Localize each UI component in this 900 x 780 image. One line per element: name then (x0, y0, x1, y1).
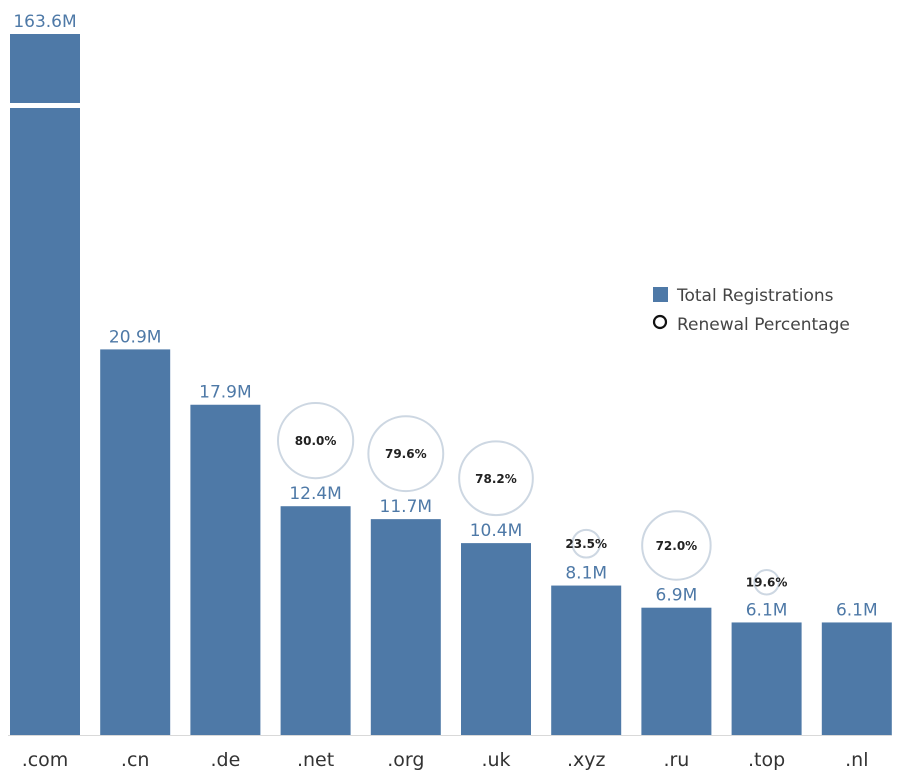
legend: Total Registrations Renewal Percentage (652, 286, 850, 335)
tick-label-ru: .ru (663, 749, 689, 771)
bar-top (731, 622, 802, 735)
x-axis-tick-labels: .com .cn .de .net .org .uk .xyz .ru .top .nl (22, 749, 869, 771)
bar-de (190, 404, 261, 735)
bar-uk (461, 543, 531, 735)
bar-cn (100, 349, 171, 735)
renewal-label-ru: 72.0% (656, 539, 698, 553)
renewal-circle-org (367, 415, 445, 493)
tick-label-cn: .cn (121, 749, 150, 771)
bar-value-label-org: 11.7M (380, 497, 433, 517)
bar-xyz (551, 585, 622, 735)
bar-value-label-com: 163.6M (13, 12, 76, 32)
tick-label-com: .com (22, 749, 69, 771)
bar-com-upper (10, 34, 80, 103)
bar-value-labels: 163.6M 20.9M 17.9M 12.4M 11.7M 10.4M 8.1M 6.9M 6… (13, 12, 877, 620)
legend-label-renewal-percentage: Renewal Percentage (677, 315, 850, 335)
bar-org (370, 519, 441, 735)
renewal-circle-net (277, 402, 355, 480)
renewal-circles-layer: 80.0% 79.6% 78.2% 23.5% 72.0% 19.6% (277, 402, 788, 596)
tick-label-de: .de (211, 749, 241, 771)
bar-ru (641, 607, 712, 735)
renewal-circle-xyz (571, 528, 602, 559)
renewal-label-net: 80.0% (295, 434, 337, 448)
bar-value-label-net: 12.4M (289, 484, 342, 504)
tick-label-net: .net (297, 749, 334, 771)
bar-value-label-top: 6.1M (746, 600, 788, 620)
legend-swatch-total-registrations (653, 287, 668, 302)
bar-nl (821, 622, 892, 735)
renewal-label-top: 19.6% (746, 576, 788, 590)
bar-value-label-uk: 10.4M (470, 521, 523, 541)
bar-value-label-xyz: 8.1M (565, 564, 607, 584)
bars-layer (8, 34, 892, 736)
tick-label-top: .top (748, 749, 785, 771)
tick-label-xyz: .xyz (567, 749, 606, 771)
bar-net (280, 506, 351, 735)
renewal-label-org: 79.6% (385, 447, 427, 461)
legend-label-total-registrations: Total Registrations (676, 286, 834, 306)
renewal-circle-ru (641, 510, 712, 581)
renewal-circle-top (753, 568, 780, 596)
renewal-label-xyz: 23.5% (565, 537, 607, 551)
tick-label-org: .org (387, 749, 424, 771)
bar-value-label-cn: 20.9M (109, 327, 162, 347)
bar-value-label-de: 17.9M (199, 383, 252, 403)
bar-com (10, 108, 80, 735)
bar-value-label-ru: 6.9M (656, 586, 698, 606)
legend-marker-renewal-percentage (652, 314, 668, 330)
tick-label-uk: .uk (481, 749, 510, 771)
bar-value-label-nl: 6.1M (836, 600, 878, 620)
renewal-circle-uk (458, 440, 534, 517)
tick-label-nl: .nl (845, 749, 868, 771)
renewal-label-uk: 78.2% (475, 472, 517, 486)
